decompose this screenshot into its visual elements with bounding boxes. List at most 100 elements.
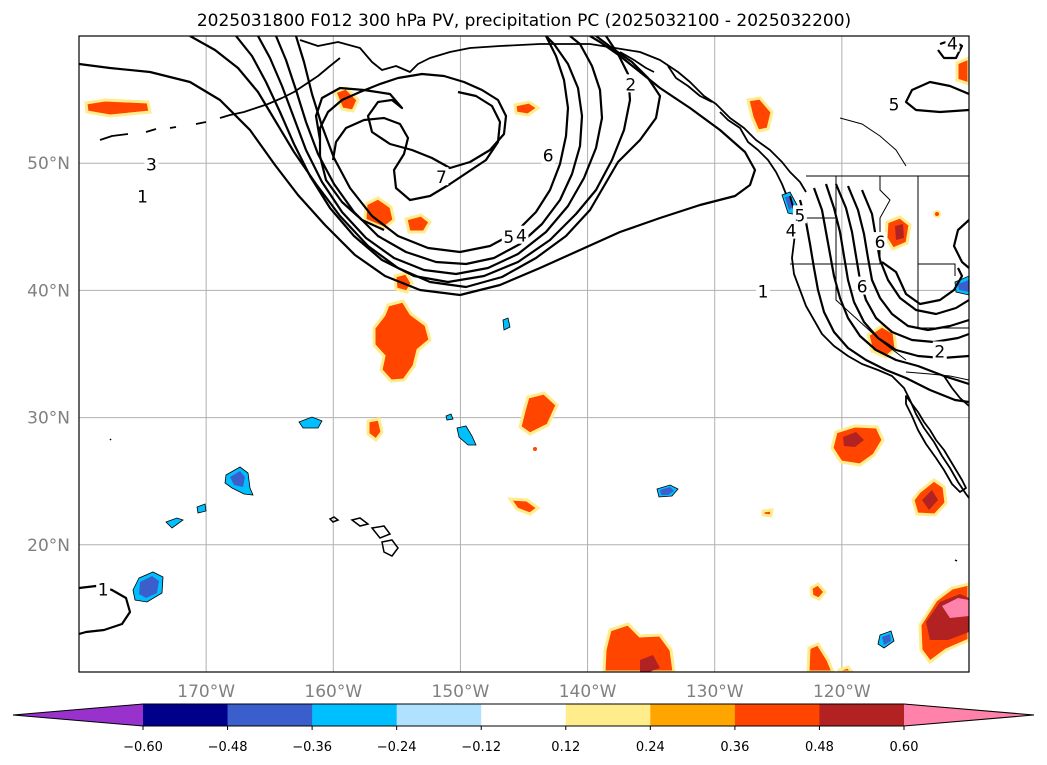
contour-label-bg <box>792 205 807 224</box>
patch-neg <box>445 413 454 421</box>
contour-label: 4 <box>947 35 958 55</box>
contour-label-bg <box>541 145 556 164</box>
patch-pos <box>513 100 541 117</box>
patch-core <box>843 432 864 447</box>
patch-neg-core <box>958 280 969 292</box>
patch-neg-core <box>233 475 241 483</box>
patch-neg-core <box>139 576 159 598</box>
contour-label-bg <box>932 341 947 360</box>
pv-contour-1 <box>79 36 757 297</box>
patch-pos <box>806 642 835 672</box>
pv-contour-6 <box>294 36 570 254</box>
pv-contour-7 <box>314 72 508 232</box>
contour-label-bg <box>945 33 960 52</box>
pv-contour-7-inner <box>331 90 502 202</box>
island-small <box>109 438 112 441</box>
pv-contour-east-5 <box>846 185 969 332</box>
patch-pos <box>518 391 559 436</box>
patch-pos <box>602 622 676 672</box>
colorbar: −0.60 −0.48 −0.36 −0.24 −0.12 0.12 0.24 0.36 0.4… <box>12 703 1035 755</box>
patch-pos <box>809 582 827 601</box>
contour-label: 5 <box>889 96 900 116</box>
patch-neg-core <box>660 487 674 495</box>
patch-pos <box>366 417 384 443</box>
patch-pos <box>933 210 941 218</box>
island-small <box>954 559 958 562</box>
axis-tick-labels: 170°W 160°W 150°W 140°W 130°W 120°W 50°N 40°N 30… <box>27 154 871 702</box>
lon-tick-label: 150°W <box>432 682 490 702</box>
pv-contour-2 <box>189 36 662 289</box>
patch-pos <box>746 96 774 133</box>
patch-neg-core <box>882 634 891 645</box>
patch-neg <box>196 503 207 514</box>
pv-contour-3 <box>235 36 632 284</box>
colorbar-segment <box>227 704 313 726</box>
contour-label: 5 <box>794 206 805 226</box>
contour-label: 6 <box>857 278 868 298</box>
patch-pos <box>533 447 537 451</box>
patch-pos <box>506 497 541 516</box>
pv-contour-east-1 <box>798 199 969 404</box>
colorbar-tick-label: −0.36 <box>292 740 332 755</box>
lat-tick-label: 20°N <box>27 536 70 556</box>
coastlines <box>99 39 969 562</box>
contour-label: 4 <box>516 227 527 247</box>
colorbar-tick-label: −0.60 <box>123 740 163 755</box>
border-state-5 <box>917 176 956 276</box>
map-frame <box>78 35 970 673</box>
colorbar-segment <box>396 704 482 726</box>
pv-contour-east-4 <box>834 183 969 344</box>
patch-core <box>895 224 904 240</box>
patch-pos <box>837 665 854 672</box>
chart-title: 2025031800 F012 300 hPa PV, precipitatio… <box>197 11 851 31</box>
contour-label: 3 <box>146 155 157 175</box>
patch-neg <box>502 317 511 331</box>
colorbar-tick-label: −0.24 <box>377 740 417 755</box>
lat-tick-label: 40°N <box>27 281 70 301</box>
coastline-aleutians <box>99 57 341 141</box>
pv-contour-ne <box>904 80 969 114</box>
contour-label: 1 <box>137 187 148 207</box>
patch-pos <box>830 424 885 467</box>
contour-label: 1 <box>98 580 109 600</box>
contour-label: 4 <box>786 222 797 242</box>
contour-label-bg <box>501 226 516 245</box>
colorbar-segment <box>312 704 398 726</box>
patch-neg <box>456 425 477 446</box>
hawaii-islands <box>328 516 399 557</box>
lat-tick-label: 50°N <box>27 154 70 174</box>
contour-label-bg <box>756 281 771 300</box>
colorbar-tick-label: 0.60 <box>890 740 919 755</box>
patch-pos <box>955 56 969 86</box>
border-alaska-canada <box>839 117 907 167</box>
coastline-alaska <box>299 39 807 193</box>
lon-tick-label: 130°W <box>686 682 744 702</box>
contour-label-bg <box>514 225 529 244</box>
coastline-bc-panhandle <box>619 51 787 195</box>
coastline-us-west <box>789 195 969 499</box>
colorbar-segment <box>819 704 905 726</box>
pv-contour-east-6 <box>860 189 969 316</box>
colorbar-segment <box>734 704 820 726</box>
contour-label-bg <box>784 220 798 239</box>
pv-contour-5 <box>274 36 584 266</box>
contour-label-bg <box>855 276 870 295</box>
lon-tick-label: 120°W <box>813 682 871 702</box>
colorbar-extend-low <box>13 704 143 726</box>
coastline-baja <box>905 395 967 493</box>
patch-pos <box>363 196 396 230</box>
pv-contour-east-2 <box>812 187 969 386</box>
precip-anomaly-layer <box>84 56 969 672</box>
pv-contour-ne-3 <box>952 219 969 269</box>
colorbar-tick-label: 0.12 <box>551 740 580 755</box>
patch-pos <box>404 213 432 234</box>
patch-core <box>942 598 969 618</box>
patch-core <box>640 655 660 672</box>
patch-pos <box>372 299 432 383</box>
pv-contours <box>79 36 969 636</box>
colorbar-tick-label: −0.48 <box>208 740 248 755</box>
contour-label-bg <box>434 167 449 186</box>
contour-label-bg <box>873 232 887 251</box>
contour-label: 6 <box>875 233 886 253</box>
